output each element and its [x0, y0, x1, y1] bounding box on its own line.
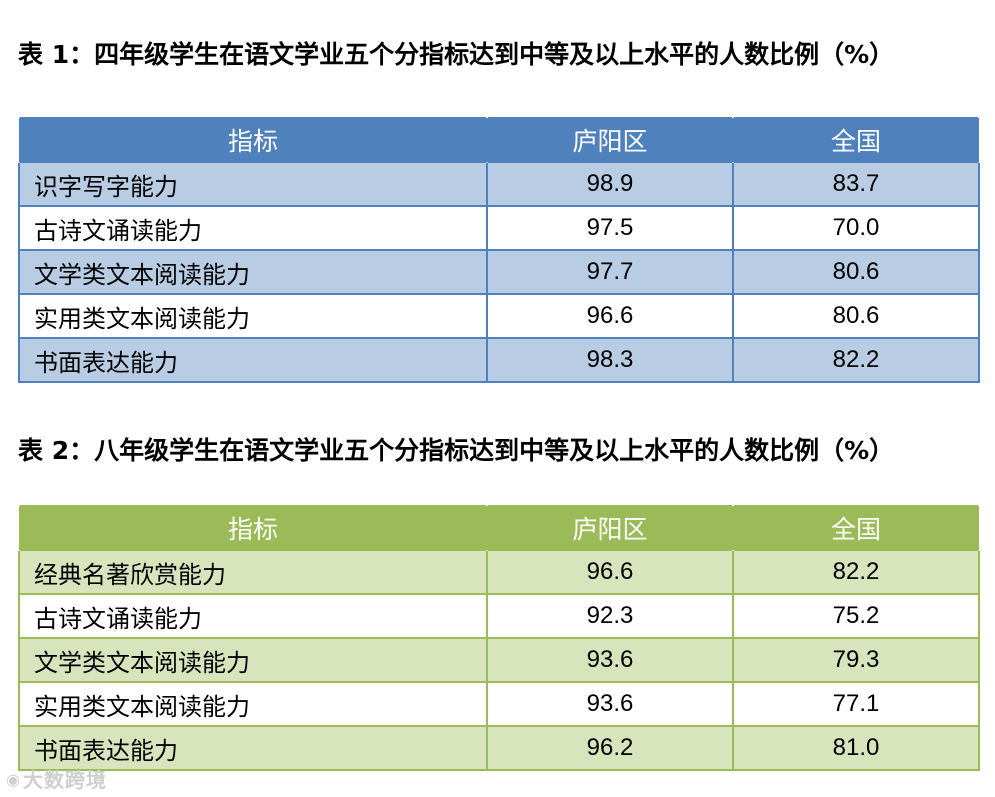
table-row: 书面表达能力 96.2 81.0 — [18, 725, 980, 771]
table-row: 文学类文本阅读能力 97.7 80.6 — [18, 249, 980, 295]
weibo-icon: ◉ — [6, 770, 21, 789]
table-row: 实用类文本阅读能力 93.6 77.1 — [18, 681, 980, 727]
table1-row4-luyang: 96.6 — [486, 293, 734, 339]
table2-row4-national: 77.1 — [732, 681, 980, 727]
table1: 指标 庐阳区 全国 识字写字能力 98.9 83.7 古诗文诵读能力 97.5 … — [18, 117, 980, 383]
table1-row2-indicator: 古诗文诵读能力 — [18, 205, 488, 251]
table1-row2-luyang: 97.5 — [486, 205, 734, 251]
table1-row2-national: 70.0 — [732, 205, 980, 251]
table2-header-national: 全国 — [733, 506, 979, 550]
table1-row1-luyang: 98.9 — [486, 161, 734, 207]
table2-row3-indicator: 文学类文本阅读能力 — [18, 637, 488, 683]
table-row: 实用类文本阅读能力 96.6 80.6 — [18, 293, 980, 339]
table1-header-national: 全国 — [733, 118, 979, 162]
table1-header-indicator: 指标 — [19, 118, 487, 162]
table1-title: 表 1：四年级学生在语文学业五个分指标达到中等及以上水平的人数比例（%） — [18, 40, 895, 69]
table2-row1-national: 82.2 — [732, 549, 980, 595]
table2-row4-indicator: 实用类文本阅读能力 — [18, 681, 488, 727]
table1-header-luyang: 庐阳区 — [487, 118, 733, 162]
table2-row3-national: 79.3 — [732, 637, 980, 683]
watermark-text: 大数跨境 — [22, 768, 107, 792]
watermark: ◉ 大数跨境 — [6, 764, 107, 793]
table2-header-indicator: 指标 — [19, 506, 487, 550]
table2-row2-luyang: 92.3 — [486, 593, 734, 639]
table2-row5-luyang: 96.2 — [486, 725, 734, 771]
table2-row3-luyang: 93.6 — [486, 637, 734, 683]
table1-row3-national: 80.6 — [732, 249, 980, 295]
table2-title: 表 2：八年级学生在语文学业五个分指标达到中等及以上水平的人数比例（%） — [18, 436, 895, 465]
table2-header-luyang: 庐阳区 — [487, 506, 733, 550]
table2-row1-luyang: 96.6 — [486, 549, 734, 595]
table1-header-row: 指标 庐阳区 全国 — [19, 118, 979, 162]
table-row: 古诗文诵读能力 92.3 75.2 — [18, 593, 980, 639]
table-row: 古诗文诵读能力 97.5 70.0 — [18, 205, 980, 251]
table1-row4-indicator: 实用类文本阅读能力 — [18, 293, 488, 339]
table-row: 识字写字能力 98.9 83.7 — [18, 161, 980, 207]
table-row: 文学类文本阅读能力 93.6 79.3 — [18, 637, 980, 683]
table2-row5-national: 81.0 — [732, 725, 980, 771]
table2-row2-national: 75.2 — [732, 593, 980, 639]
table1-row1-national: 83.7 — [732, 161, 980, 207]
table2: 指标 庐阳区 全国 经典名著欣赏能力 96.6 82.2 古诗文诵读能力 92.… — [18, 505, 980, 771]
table1-row5-luyang: 98.3 — [486, 337, 734, 383]
table1-row5-indicator: 书面表达能力 — [18, 337, 488, 383]
table2-header-row: 指标 庐阳区 全国 — [19, 506, 979, 550]
table2-row1-indicator: 经典名著欣赏能力 — [18, 549, 488, 595]
table1-row5-national: 82.2 — [732, 337, 980, 383]
table-row: 经典名著欣赏能力 96.6 82.2 — [18, 549, 980, 595]
table1-row1-indicator: 识字写字能力 — [18, 161, 488, 207]
table1-row3-luyang: 97.7 — [486, 249, 734, 295]
table2-row4-luyang: 93.6 — [486, 681, 734, 727]
table2-row5-indicator: 书面表达能力 — [18, 725, 488, 771]
table1-row4-national: 80.6 — [732, 293, 980, 339]
table-row: 书面表达能力 98.3 82.2 — [18, 337, 980, 383]
table1-row3-indicator: 文学类文本阅读能力 — [18, 249, 488, 295]
table2-row2-indicator: 古诗文诵读能力 — [18, 593, 488, 639]
